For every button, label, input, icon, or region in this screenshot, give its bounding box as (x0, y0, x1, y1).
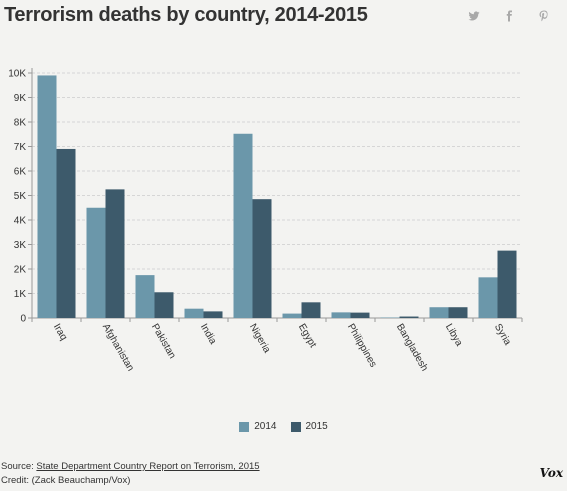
legend-swatch-2014 (239, 421, 250, 432)
source-line: Source: State Department Country Report … (1, 460, 260, 474)
legend-label-2015: 2015 (305, 421, 328, 432)
bar-2014-india (184, 308, 204, 318)
y-tick-label: 9K (14, 93, 27, 104)
facebook-icon (506, 10, 512, 22)
bar-2015-egypt (301, 302, 321, 318)
bar-2015-bangladesh (399, 316, 419, 318)
pinterest-icon (539, 10, 548, 22)
bar-2014-pakistan (135, 275, 155, 318)
bar-2015-syria (497, 250, 517, 318)
bar-2015-india (203, 311, 223, 318)
x-tick-label: India (198, 322, 219, 347)
x-tick-label: Syria (492, 322, 513, 348)
bar-2014-afghanistan (86, 207, 106, 318)
x-tick-label: Bangladesh (394, 322, 430, 373)
x-tick-label: Pakistan (149, 322, 178, 361)
x-tick-label: Egypt (296, 322, 318, 350)
bar-2015-philippines (350, 312, 370, 318)
legend-item-2014: 2014 (239, 421, 277, 432)
bar-2015-pakistan (154, 292, 174, 318)
bar-2014-egypt (282, 313, 302, 318)
bar-2015-afghanistan (105, 189, 125, 318)
legend-item-2015: 2015 (290, 421, 328, 432)
y-tick-label: 4K (14, 216, 27, 227)
y-tick-label: 0 (20, 314, 26, 325)
y-tick-label: 5K (14, 191, 27, 202)
bar-chart: 0 1K 2K 3K 4K 5K 6K 7K 8K 9K 10K Iraq Afghanistan Pak… (8, 68, 523, 373)
footer-notes: Source: State Department Country Report … (1, 460, 260, 488)
y-tick-label: 6K (14, 167, 27, 178)
credit-line: Credit: (Zack Beauchamp/Vox) (1, 475, 131, 486)
x-tick-label: Libya (443, 322, 465, 349)
y-tick-label: 3K (14, 240, 27, 251)
x-tick-label: Iraq (51, 322, 69, 342)
legend: 2014 2015 (0, 421, 567, 432)
bar-2015-nigeria (252, 199, 272, 318)
source-link[interactable]: State Department Country Report on Terro… (36, 461, 260, 472)
source-prefix: Source: (1, 461, 37, 472)
bar-2014-iraq (37, 75, 57, 318)
twitter-share-button[interactable] (466, 8, 482, 24)
bar-2014-philippines (331, 312, 351, 318)
bar-2015-iraq (56, 148, 76, 318)
x-tick-label: Nigeria (247, 322, 273, 355)
legend-label-2014: 2014 (254, 421, 277, 432)
y-tick-label: 2K (14, 265, 27, 276)
y-tick-label: 8K (14, 118, 27, 129)
vox-logo: Vox (539, 466, 563, 480)
legend-swatch-2015 (290, 421, 301, 432)
facebook-share-button[interactable] (501, 8, 517, 24)
bar-2014-libya (429, 307, 449, 318)
y-tick-label: 7K (14, 142, 27, 153)
bar-2015-libya (448, 307, 468, 318)
twitter-icon (468, 11, 480, 21)
bar-2014-nigeria (233, 133, 253, 318)
chart-title: Terrorism deaths by country, 2014-2015 (4, 4, 368, 26)
y-tick-label: 1K (14, 289, 27, 300)
bar-2014-syria (478, 277, 498, 318)
pinterest-share-button[interactable] (536, 8, 552, 24)
x-tick-label: Philippines (345, 322, 379, 369)
x-tick-label: Afghanistan (100, 322, 136, 373)
y-tick-label: 10K (8, 69, 26, 80)
